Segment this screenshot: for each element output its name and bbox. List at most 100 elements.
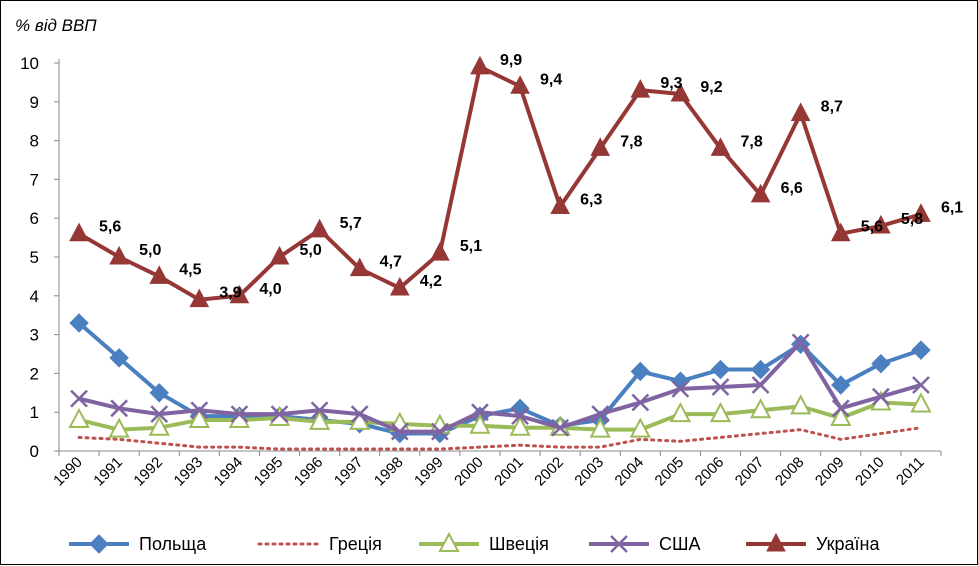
x-tick-label: 2008 [772,454,808,490]
series-usa-point [912,376,930,394]
data-label: 3,9 [219,285,241,302]
x-tick-label: 2006 [692,454,728,490]
series-sweden-point [910,392,932,413]
y-tick-label: 9 [30,93,39,112]
series-ukraine-point [269,245,290,265]
x-tick-label: 2005 [652,454,688,490]
series-sweden-point [790,394,812,415]
x-stroke [871,387,890,406]
y-tick-label: 3 [30,326,39,345]
series-usa-point [350,405,369,424]
series-usa-point [310,401,329,420]
series-usa-point [631,393,650,412]
legend-item-usa: США [589,534,701,554]
x-tick-label: 1990 [50,454,86,490]
series-poland-point [630,361,651,382]
series-usa-point [751,376,770,394]
series-ukraine-point [389,276,410,296]
series-sweden-point [308,409,331,430]
x-stroke [831,399,850,418]
x-stroke [791,333,810,352]
y-tick-label: 0 [30,442,39,461]
series-ukraine-point [189,288,210,308]
series-ukraine-point [830,222,851,242]
y-tick-label: 7 [30,170,39,189]
data-label: 8,7 [821,98,843,115]
data-label: 7,8 [741,133,763,150]
series-sweden-point [268,405,291,427]
legend-label: Швеція [489,534,549,554]
x-stroke [110,399,129,418]
series-sweden-point [669,402,692,423]
series-sweden-point [830,405,852,427]
data-label: 4,5 [179,261,201,278]
data-label: 9,3 [660,75,682,92]
data-label: 5,0 [300,242,322,259]
x-tick-label: 1994 [211,454,247,490]
y-tick-label: 6 [30,209,39,228]
series-ukraine-point [911,203,931,222]
y-tick-label: 10 [20,54,39,73]
series-usa-point [270,405,289,424]
x-stroke [471,403,489,422]
legend-label: Польща [139,534,207,554]
data-label: 4,7 [380,254,402,271]
x-stroke [190,401,209,420]
data-label: 5,8 [901,211,923,228]
x-tick-label: 1999 [411,454,447,490]
x-tick-label: 1993 [171,454,207,490]
x-tick-label: 1991 [90,454,126,490]
data-label: 4,2 [420,273,442,290]
x-stroke [591,405,610,424]
data-label: 4,0 [259,281,281,298]
x-tick-label: 1997 [331,454,367,490]
legend-label: Україна [816,534,880,554]
legend-item-ukraine: Україна [746,532,880,554]
series-ukraine-point [109,245,129,265]
x-tick-label: 2001 [491,454,527,490]
x-tick-label: 2011 [893,454,928,489]
series-sweden-point [469,413,491,434]
series-usa-point [150,405,169,424]
series-ukraine-point [670,82,691,102]
data-label: 5,6 [99,219,121,236]
series-ukraine-point [149,265,170,284]
x-stroke [610,535,628,553]
y-tick-label: 1 [30,403,39,422]
series-ukraine-point [349,257,370,277]
series-ukraine [69,55,931,308]
series-sweden-point [709,402,732,423]
data-label: 9,4 [540,71,562,88]
series-ukraine-point [309,218,330,238]
data-label: 5,1 [460,238,482,255]
x-tick-label: 2010 [852,454,888,490]
series-ukraine-point [470,55,490,75]
legend-sweden-point [438,531,460,552]
data-label: 6,6 [781,180,803,197]
series-ukraine-point [710,137,731,156]
series-usa-point [430,422,449,441]
series-poland-point [831,375,851,395]
series-greece [77,426,923,451]
series-usa-line [78,340,922,434]
series-usa-point [711,378,730,396]
data-labels: 5,6 5,0 4,5 3,9 4,0 5,0 5,7 4,7 4,2 5,1 9,9 9,4 6,3 7… [99,52,963,302]
y-tick-label: 8 [30,132,39,151]
x-stroke [671,380,690,398]
x-tick-label: 2003 [571,454,607,490]
series-sweden-point [148,415,170,436]
x-stroke [350,405,369,424]
series-poland-point [69,313,89,333]
series-usa-point [511,407,529,425]
legend: Польща Греція Швеція США Україна [69,531,880,554]
x-stroke [310,401,329,420]
series-ukraine-point [69,222,89,242]
series-sweden-point [68,407,90,428]
series-usa-point [671,380,690,398]
series-usa-point [110,399,129,418]
series-usa-point [871,387,890,406]
x-tick-label: 2009 [812,454,848,490]
series-usa-point [791,333,810,352]
series-layer [68,55,932,451]
